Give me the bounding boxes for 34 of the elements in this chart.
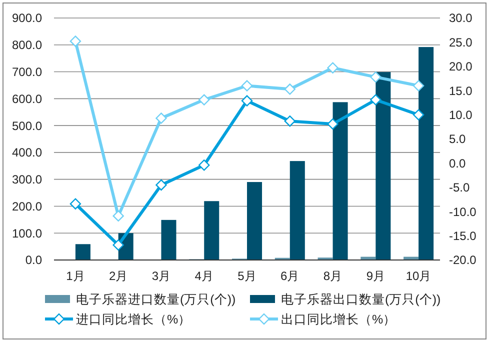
x-tick-label: 4月 [194, 269, 214, 284]
y2-tick-label: -20.0 [449, 253, 477, 268]
x-tick-label: 2月 [108, 269, 128, 284]
legend-label: 电子乐器出口数量(万只(个)) [281, 292, 441, 306]
y2-tick-label: 10.0 [449, 108, 473, 122]
x-tick-label: 9月 [366, 269, 386, 284]
y2-tick-label: 30.0 [449, 11, 473, 26]
y2-tick-label: 5.0 [449, 132, 466, 146]
x-tick-label: 3月 [152, 269, 171, 284]
y-tick-label: 900.0 [12, 11, 42, 26]
y2-tick-label: 15.0 [449, 84, 473, 98]
y2-tick-label: 25.0 [449, 35, 473, 50]
y-tick-label: 0.0 [25, 253, 42, 268]
y-tick-label: 200.0 [12, 199, 42, 214]
y-tick-label: 700.0 [12, 64, 42, 79]
y-tick-label: 100.0 [12, 226, 42, 240]
y-tick-label: 300.0 [12, 172, 42, 187]
x-tick-label: 8月 [323, 269, 342, 284]
y2-tick-label: -10.0 [449, 204, 477, 219]
y-tick-label: 500.0 [12, 118, 42, 133]
y2-tick-label: -5.0 [449, 180, 470, 195]
y2-tick-label: 20.0 [449, 60, 473, 74]
legend-label: 进口同比增长（%） [76, 312, 192, 326]
x-tick-label: 10月 [406, 269, 432, 284]
x-tick-label: 6月 [280, 269, 300, 284]
x-tick-label: 5月 [238, 269, 256, 284]
legend-label: 出口同比增长（%） [281, 312, 396, 326]
x-tick-label: 1月 [66, 269, 85, 284]
y-tick-label: 600.0 [12, 92, 42, 106]
y-tick-label: 800.0 [12, 38, 42, 52]
y2-tick-label: 0.0 [449, 156, 466, 170]
legend-label: 电子乐器进口数量(万只(个)) [76, 292, 236, 306]
y2-tick-label: -15.0 [449, 229, 477, 243]
y-tick-label: 400.0 [12, 146, 42, 160]
